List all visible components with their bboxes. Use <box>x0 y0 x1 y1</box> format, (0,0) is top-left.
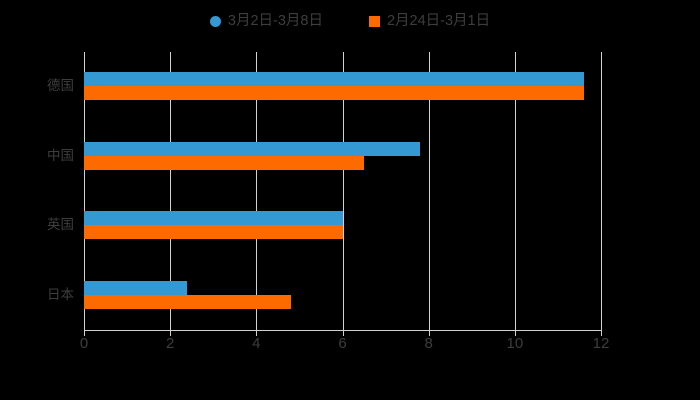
legend-label-series-2: 2月24日-3月1日 <box>386 12 491 29</box>
x-axis-tick <box>601 331 602 336</box>
gridline <box>514 52 516 330</box>
legend-item-series-2[interactable]: 2月24日-3月1日 <box>368 12 491 29</box>
x-axis-tick-label: 10 <box>506 335 524 352</box>
legend-marker-circle-icon <box>209 15 221 27</box>
x-axis-tick-label: 6 <box>338 335 347 352</box>
x-axis-tick <box>428 331 430 336</box>
bar-2[interactable] <box>84 155 365 170</box>
x-axis-tick <box>342 331 344 336</box>
y-axis-category-label: 英国 <box>47 217 74 232</box>
legend-item-series-1[interactable]: 3月2日-3月8日 <box>209 12 323 29</box>
x-axis-tick-label: 0 <box>79 335 89 352</box>
y-axis-category-label: 日本 <box>47 286 74 302</box>
x-axis-tick-label: 4 <box>252 335 261 352</box>
bar-2[interactable] <box>84 294 291 309</box>
x-axis-tick <box>256 331 258 336</box>
x-axis-tick <box>84 331 85 336</box>
x-axis-tick-label: 12 <box>592 335 610 352</box>
bar-2[interactable] <box>84 225 343 239</box>
legend-marker-square-icon <box>368 15 380 27</box>
bar-2[interactable] <box>84 86 584 100</box>
bar-1[interactable] <box>84 141 421 156</box>
x-axis-tick-label: 2 <box>165 335 175 352</box>
x-axis-tick <box>170 331 172 336</box>
legend-label-series-1: 3月2日-3月8日 <box>227 12 323 29</box>
gridline <box>342 52 344 330</box>
chart-legend: 3月2日-3月8日 2月24日-3月1日 <box>0 8 700 34</box>
gridline <box>256 52 258 330</box>
bar-1[interactable] <box>84 280 188 295</box>
bar-1[interactable] <box>84 211 343 225</box>
gridline <box>84 52 85 330</box>
x-axis-line <box>84 330 602 331</box>
plot-area <box>84 52 602 330</box>
x-axis-tick <box>514 331 516 336</box>
y-axis-category-label: 中国 <box>47 147 74 163</box>
bar-1[interactable] <box>84 72 584 86</box>
gridline <box>601 52 602 330</box>
y-axis-category-label: 德国 <box>47 78 74 93</box>
x-axis-tick-label: 8 <box>424 335 433 352</box>
gridline <box>428 52 430 330</box>
gridline <box>170 52 172 330</box>
